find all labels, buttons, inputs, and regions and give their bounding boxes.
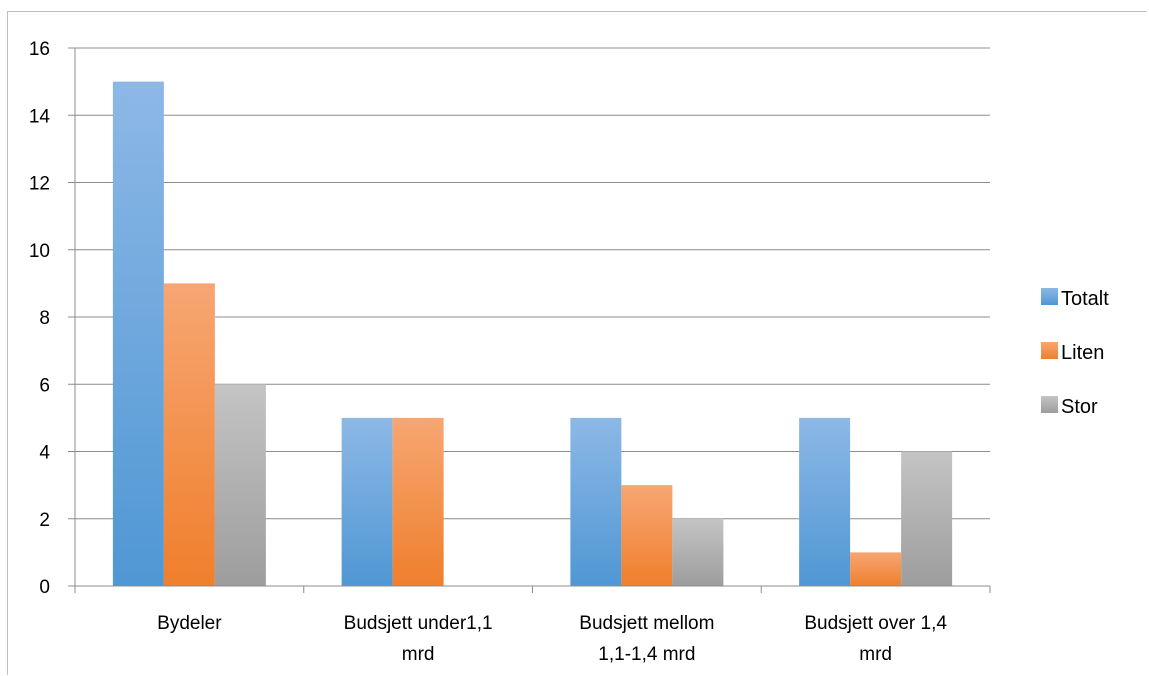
chart-frame	[7, 11, 1147, 675]
y-tick-label: 8	[39, 308, 50, 329]
y-tick-labels: 0 2 4 6 8 10 12 14 16	[29, 39, 51, 598]
x-tick-label: mrd	[402, 644, 435, 665]
x-tick-label: 1,1-1,4 mrd	[598, 644, 695, 665]
bar-totalt	[799, 417, 851, 586]
legend-label-stor: Stor	[1061, 396, 1098, 418]
bar-totalt	[570, 417, 622, 586]
x-tick-label: Budsjett under1,1	[344, 613, 493, 634]
x-tick-label: Bydeler	[157, 613, 222, 634]
bar-liten	[392, 417, 444, 586]
axes	[68, 47, 991, 593]
bar-liten	[621, 485, 673, 586]
bar-stor	[672, 518, 724, 586]
y-tick-label: 14	[29, 106, 51, 127]
legend-label-totalt: Totalt	[1061, 288, 1109, 310]
y-tick-label: 6	[39, 375, 50, 396]
x-tick-label: mrd	[859, 644, 892, 665]
bars	[112, 81, 953, 586]
y-tick-label: 0	[39, 577, 50, 598]
legend-swatch-liten	[1041, 342, 1058, 359]
y-tick-label: 2	[39, 510, 50, 531]
gridlines	[75, 47, 990, 520]
legend-swatch-totalt	[1041, 288, 1058, 305]
x-tick-label: Budsjett over 1,4	[804, 613, 947, 634]
legend: Totalt Liten Stor	[1041, 288, 1109, 418]
legend-swatch-stor	[1041, 396, 1058, 413]
y-tick-label: 4	[39, 443, 50, 464]
bar-liten	[850, 552, 902, 586]
y-tick-label: 16	[29, 39, 50, 60]
bar-stor	[214, 384, 266, 586]
bar-liten	[163, 283, 215, 586]
x-tick-labels: Bydeler Budsjett under1,1 mrd Budsjett mell…	[157, 613, 947, 665]
y-tick-label: 12	[29, 174, 50, 195]
y-tick-label: 10	[29, 241, 50, 262]
bar-totalt	[112, 81, 164, 586]
bar-totalt	[341, 417, 393, 586]
x-tick-label: Budsjett mellom	[579, 613, 714, 634]
legend-label-liten: Liten	[1061, 342, 1104, 364]
bar-stor	[901, 451, 953, 586]
